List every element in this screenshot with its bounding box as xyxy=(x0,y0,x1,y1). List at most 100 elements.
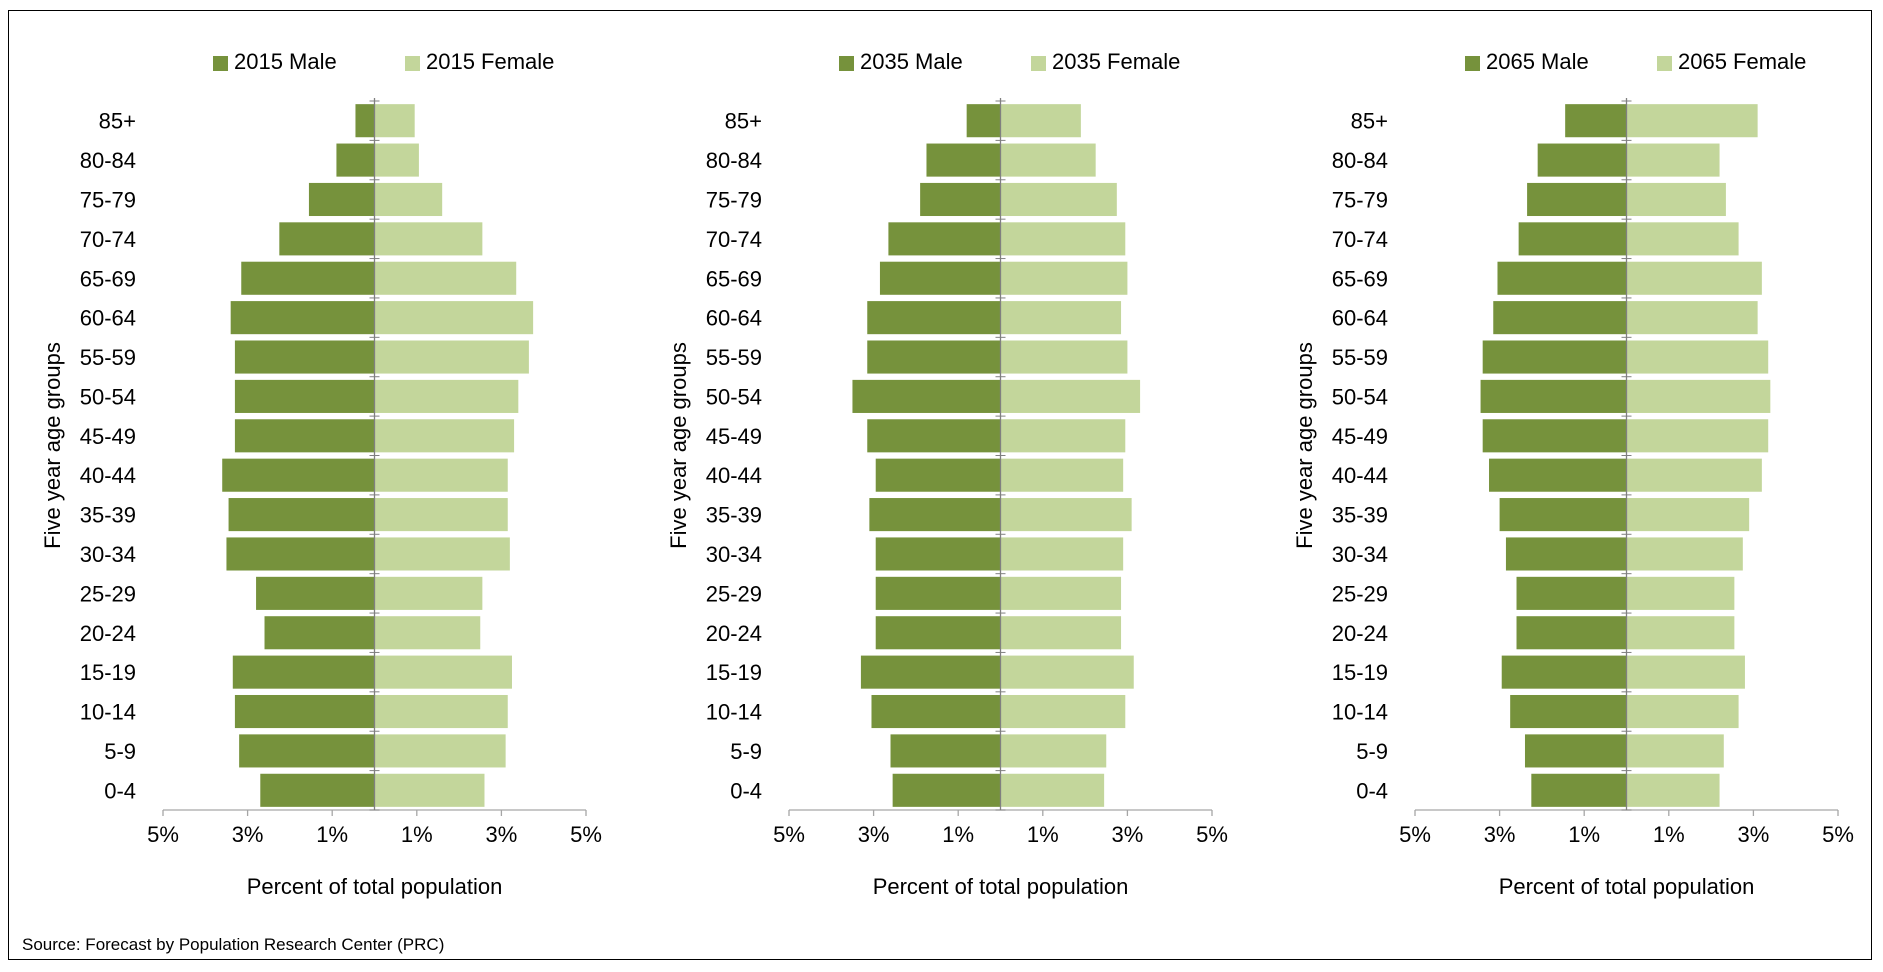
male-bar-1-35-39 xyxy=(228,498,375,532)
x-tick-label-3: 1% xyxy=(1568,822,1600,847)
male-bar-1-60-64 xyxy=(230,301,375,335)
y-axis-title-1: Five year age groups xyxy=(40,342,65,549)
category-label-2: 10-14 xyxy=(706,700,762,725)
female-bar-3-40-44 xyxy=(1626,458,1762,492)
category-label-1: 50-54 xyxy=(80,384,136,409)
category-label-2: 40-44 xyxy=(706,463,762,488)
male-bar-3-25-29 xyxy=(1516,576,1627,610)
female-bar-3-85+ xyxy=(1626,104,1758,138)
category-label-2: 55-59 xyxy=(706,345,762,370)
male-bar-2-60-64 xyxy=(867,301,1001,335)
category-label-1: 30-34 xyxy=(80,542,136,567)
x-tick-label-1: 3% xyxy=(486,822,518,847)
category-label-3: 80-84 xyxy=(1332,148,1388,173)
category-label-1: 15-19 xyxy=(80,660,136,685)
category-label-2: 50-54 xyxy=(706,384,762,409)
legend-label-female-1: 2015 Female xyxy=(426,49,554,74)
female-bar-3-15-19 xyxy=(1626,655,1745,689)
x-tick-label-2: 5% xyxy=(1196,822,1228,847)
x-tick-label-1: 1% xyxy=(401,822,433,847)
male-bar-3-45-49 xyxy=(1482,419,1627,453)
category-label-2: 70-74 xyxy=(706,227,762,252)
male-bar-1-25-29 xyxy=(256,576,375,610)
male-bar-1-85+ xyxy=(355,104,375,138)
female-bar-1-45-49 xyxy=(374,419,515,453)
female-bar-2-70-74 xyxy=(1000,222,1126,256)
male-bar-2-40-44 xyxy=(875,458,1001,492)
category-label-3: 45-49 xyxy=(1332,424,1388,449)
category-label-2: 30-34 xyxy=(706,542,762,567)
female-bar-2-65-69 xyxy=(1000,261,1128,295)
legend-swatch-female-3 xyxy=(1657,56,1672,71)
category-label-1: 75-79 xyxy=(80,187,136,212)
male-bar-3-20-24 xyxy=(1516,616,1627,650)
legend-label-male-1: 2015 Male xyxy=(234,49,337,74)
female-bar-3-45-49 xyxy=(1626,419,1769,453)
male-bar-3-5-9 xyxy=(1524,734,1627,768)
category-label-3: 75-79 xyxy=(1332,187,1388,212)
category-label-1: 25-29 xyxy=(80,581,136,606)
x-tick-label-2: 5% xyxy=(773,822,805,847)
male-bar-2-35-39 xyxy=(869,498,1001,532)
x-tick-label-1: 5% xyxy=(147,822,179,847)
male-bar-3-75-79 xyxy=(1527,182,1627,217)
male-bar-2-30-34 xyxy=(875,537,1001,571)
category-label-1: 85+ xyxy=(99,109,136,134)
female-bar-3-10-14 xyxy=(1626,694,1739,729)
male-bar-2-15-19 xyxy=(860,655,1001,689)
female-bar-1-15-19 xyxy=(374,655,512,689)
female-bar-2-30-34 xyxy=(1000,537,1124,571)
legend-swatch-female-2 xyxy=(1031,56,1046,71)
category-label-3: 40-44 xyxy=(1332,463,1388,488)
category-label-1: 45-49 xyxy=(80,424,136,449)
category-label-1: 70-74 xyxy=(80,227,136,252)
male-bar-3-40-44 xyxy=(1489,458,1627,492)
category-label-2: 60-64 xyxy=(706,306,762,331)
x-tick-label-1: 5% xyxy=(570,822,602,847)
male-bar-1-65-69 xyxy=(241,261,375,295)
x-tick-label-2: 1% xyxy=(942,822,974,847)
male-bar-2-55-59 xyxy=(867,340,1001,374)
category-label-3: 10-14 xyxy=(1332,700,1388,725)
category-label-2: 15-19 xyxy=(706,660,762,685)
male-bar-2-85+ xyxy=(966,104,1001,138)
male-bar-3-65-69 xyxy=(1497,261,1627,295)
female-bar-2-75-79 xyxy=(1000,182,1117,217)
category-label-3: 30-34 xyxy=(1332,542,1388,567)
male-bar-2-20-24 xyxy=(875,616,1001,650)
x-tick-label-2: 1% xyxy=(1027,822,1059,847)
category-label-2: 20-24 xyxy=(706,621,762,646)
source-note: Source: Forecast by Population Research … xyxy=(22,935,445,954)
female-bar-1-55-59 xyxy=(374,340,529,374)
category-label-2: 0-4 xyxy=(730,778,762,803)
x-tick-label-3: 5% xyxy=(1822,822,1854,847)
category-label-3: 50-54 xyxy=(1332,384,1388,409)
female-bar-2-60-64 xyxy=(1000,301,1122,335)
female-bar-1-20-24 xyxy=(374,616,481,650)
x-axis-title-3: Percent of total population xyxy=(1499,874,1755,899)
male-bar-2-70-74 xyxy=(888,222,1001,256)
category-label-2: 45-49 xyxy=(706,424,762,449)
male-bar-3-10-14 xyxy=(1510,694,1627,729)
category-label-3: 0-4 xyxy=(1356,778,1388,803)
category-label-3: 55-59 xyxy=(1332,345,1388,370)
legend-label-female-2: 2035 Female xyxy=(1052,49,1180,74)
x-axis-title-2: Percent of total population xyxy=(873,874,1129,899)
female-bar-1-50-54 xyxy=(374,379,519,413)
female-bar-3-70-74 xyxy=(1626,222,1739,256)
female-bar-2-10-14 xyxy=(1000,694,1126,729)
female-bar-2-20-24 xyxy=(1000,616,1122,650)
category-label-1: 65-69 xyxy=(80,266,136,291)
category-label-1: 80-84 xyxy=(80,148,136,173)
male-bar-3-80-84 xyxy=(1537,143,1627,177)
female-bar-3-60-64 xyxy=(1626,301,1758,335)
male-bar-1-75-79 xyxy=(308,182,375,217)
female-bar-2-35-39 xyxy=(1000,498,1132,532)
chart-frame xyxy=(8,10,1872,960)
category-label-2: 75-79 xyxy=(706,187,762,212)
female-bar-2-40-44 xyxy=(1000,458,1124,492)
male-bar-3-55-59 xyxy=(1482,340,1627,374)
male-bar-2-5-9 xyxy=(890,734,1001,768)
female-bar-3-55-59 xyxy=(1626,340,1769,374)
